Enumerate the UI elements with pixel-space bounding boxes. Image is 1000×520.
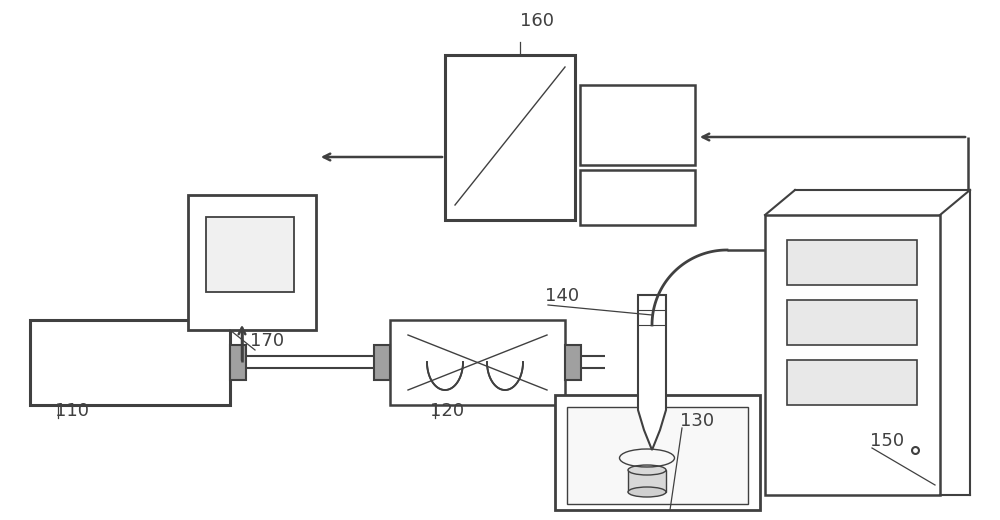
- Bar: [206, 217, 294, 292]
- Ellipse shape: [628, 465, 666, 475]
- Text: 130: 130: [680, 412, 714, 430]
- Ellipse shape: [628, 487, 666, 497]
- Bar: [30, 320, 230, 405]
- Text: 160: 160: [520, 12, 554, 30]
- Bar: [787, 240, 917, 285]
- Bar: [787, 300, 917, 345]
- Bar: [567, 407, 748, 504]
- Bar: [580, 85, 695, 165]
- Bar: [374, 345, 390, 380]
- Bar: [230, 345, 246, 380]
- Polygon shape: [638, 295, 666, 450]
- Bar: [565, 345, 581, 380]
- Bar: [445, 55, 575, 220]
- Bar: [580, 170, 695, 225]
- Text: 170: 170: [250, 332, 284, 350]
- Bar: [390, 320, 565, 405]
- Bar: [787, 360, 917, 405]
- Text: 140: 140: [545, 287, 579, 305]
- Text: 150: 150: [870, 432, 904, 450]
- Bar: [188, 195, 316, 330]
- Text: 120: 120: [430, 402, 464, 420]
- Bar: [765, 215, 940, 495]
- Text: 110: 110: [55, 402, 89, 420]
- Bar: [555, 395, 760, 510]
- Bar: [628, 470, 666, 492]
